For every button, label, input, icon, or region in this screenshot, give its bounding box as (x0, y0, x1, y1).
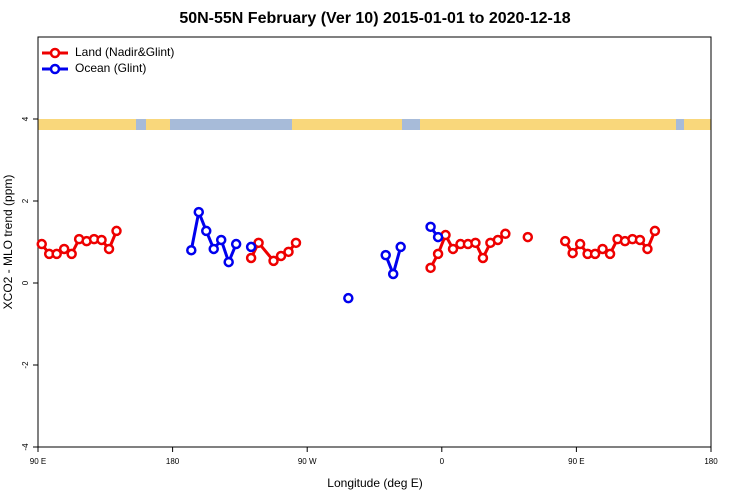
legend-label: Land (Nadir&Glint) (75, 45, 174, 59)
data-point (58, 243, 70, 255)
x-tick-label: 180 (704, 457, 718, 466)
y-tick-label: -4 (21, 443, 30, 451)
data-point (477, 252, 489, 264)
x-tick-label: 0 (440, 457, 445, 466)
data-point (253, 237, 264, 249)
data-point (604, 248, 616, 260)
data-point (589, 248, 601, 260)
data-point (36, 238, 47, 250)
data-point (500, 228, 511, 240)
y-tick-label: -2 (21, 361, 30, 369)
data-point (51, 248, 62, 260)
data-point (193, 206, 205, 218)
data-point (574, 238, 586, 250)
data-point (283, 246, 294, 258)
data-point (432, 231, 444, 243)
data-point (567, 247, 578, 259)
data-point (111, 225, 122, 237)
data-point (425, 262, 436, 274)
data-point (380, 249, 391, 261)
land-strip (292, 119, 402, 130)
y-tick-label: 4 (21, 116, 30, 121)
data-point (395, 241, 406, 253)
y-tick-label: 0 (21, 280, 30, 285)
data-point (447, 243, 459, 255)
data-point (634, 234, 646, 246)
data-point (96, 234, 107, 246)
data-point (201, 225, 212, 237)
data-point (245, 241, 257, 253)
data-point (268, 255, 279, 267)
land-strip (146, 119, 170, 130)
data-point (230, 238, 242, 250)
data-point (387, 268, 399, 280)
data-point (642, 243, 653, 255)
data-point (245, 252, 257, 264)
data-point (275, 250, 287, 262)
land-strip (684, 119, 711, 130)
x-tick-label: 180 (166, 457, 180, 466)
y-axis-label: XCO2 - MLO trend (ppm) (1, 175, 15, 310)
legend-label: Ocean (Glint) (75, 61, 146, 75)
x-tick-label: 90 E (568, 457, 584, 466)
data-point (597, 243, 608, 255)
data-point (559, 235, 571, 247)
legend-marker (49, 63, 61, 75)
data-point (290, 237, 302, 249)
y-tick-label: 2 (21, 198, 30, 203)
legend-marker (49, 47, 61, 59)
data-point (343, 292, 354, 304)
chart-title: 50N-55N February (Ver 10) 2015-01-01 to … (179, 10, 570, 27)
x-tick-label: 90 W (298, 457, 317, 466)
plot-frame (37, 36, 712, 448)
data-point (186, 244, 197, 256)
data-point (432, 248, 444, 260)
map-strip (38, 119, 711, 130)
data-point (649, 225, 661, 237)
land-strip (420, 119, 676, 130)
data-point (425, 221, 436, 233)
x-tick-label: 90 E (30, 457, 46, 466)
x-axis-label: Longitude (deg E) (327, 476, 422, 490)
data-point (522, 231, 534, 243)
data-point (208, 243, 219, 255)
data-point (215, 234, 227, 246)
data-point (66, 248, 77, 260)
land-strip (38, 119, 136, 130)
data-point (103, 243, 115, 255)
data-point (470, 237, 481, 249)
data-point (223, 256, 234, 268)
data-point (492, 234, 504, 246)
